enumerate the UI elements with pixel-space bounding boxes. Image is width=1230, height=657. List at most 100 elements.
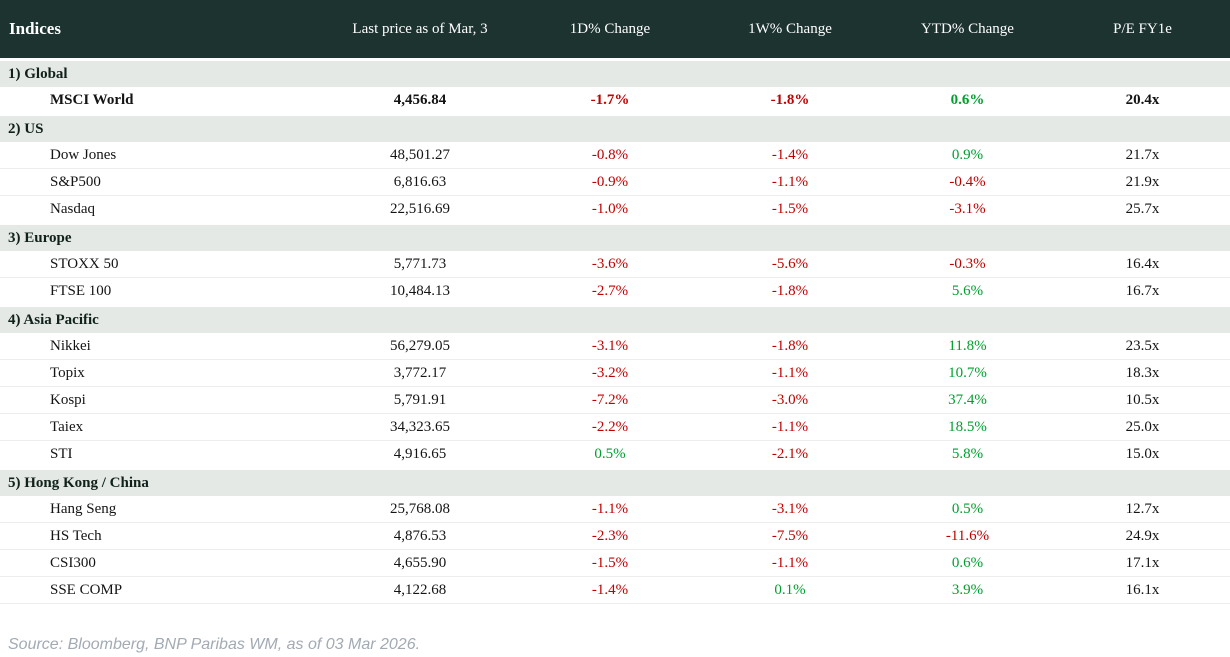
change-1w: -7.5% — [700, 522, 880, 550]
change-ytd: -0.3% — [880, 251, 1055, 278]
section-label: 5) Hong Kong / China — [0, 467, 1230, 496]
col-header-ytd-change: YTD% Change — [880, 0, 1055, 60]
index-row: Nasdaq 22,516.69 -1.0% -1.5% -3.1% 25.7x — [0, 195, 1230, 224]
pe-fy1e: 12.7x — [1055, 496, 1230, 523]
index-name: FTSE 100 — [0, 277, 320, 306]
change-1d: -1.4% — [520, 576, 700, 604]
section-label: 4) Asia Pacific — [0, 304, 1230, 333]
pe-fy1e: 16.7x — [1055, 277, 1230, 306]
change-ytd: 0.6% — [880, 549, 1055, 577]
index-row: Nikkei 56,279.05 -3.1% -1.8% 11.8% 23.5x — [0, 333, 1230, 360]
last-price: 22,516.69 — [320, 195, 520, 224]
change-1d: -2.2% — [520, 413, 700, 441]
last-price: 25,768.08 — [320, 496, 520, 523]
index-name: Topix — [0, 359, 320, 387]
change-ytd: 0.6% — [880, 87, 1055, 115]
change-ytd: 18.5% — [880, 413, 1055, 441]
last-price: 56,279.05 — [320, 333, 520, 360]
pe-fy1e: 25.0x — [1055, 413, 1230, 441]
change-1w: -1.5% — [700, 195, 880, 224]
change-1d: -7.2% — [520, 386, 700, 414]
change-1d: -0.8% — [520, 142, 700, 169]
last-price: 10,484.13 — [320, 277, 520, 306]
col-header-last-price: Last price as of Mar, 3 — [320, 0, 520, 60]
change-1w: -1.1% — [700, 413, 880, 441]
pe-fy1e: 17.1x — [1055, 549, 1230, 577]
last-price: 4,122.68 — [320, 576, 520, 604]
col-header-pe-fy1e: P/E FY1e — [1055, 0, 1230, 60]
index-name: Taiex — [0, 413, 320, 441]
pe-fy1e: 15.0x — [1055, 440, 1230, 469]
change-1d: -2.3% — [520, 522, 700, 550]
change-1w: -5.6% — [700, 251, 880, 278]
index-name: Hang Seng — [0, 496, 320, 523]
source-note: Source: Bloomberg, BNP Paribas WM, as of… — [8, 636, 421, 653]
change-ytd: -0.4% — [880, 168, 1055, 196]
pe-fy1e: 24.9x — [1055, 522, 1230, 550]
index-row: Dow Jones 48,501.27 -0.8% -1.4% 0.9% 21.7x — [0, 142, 1230, 169]
change-1d: -1.5% — [520, 549, 700, 577]
col-header-1w-change: 1W% Change — [700, 0, 880, 60]
index-name: CSI300 — [0, 549, 320, 577]
index-row: S&P500 6,816.63 -0.9% -1.1% -0.4% 21.9x — [0, 168, 1230, 196]
pe-fy1e: 20.4x — [1055, 87, 1230, 115]
section-label: 3) Europe — [0, 222, 1230, 251]
change-ytd: 37.4% — [880, 386, 1055, 414]
change-ytd: 3.9% — [880, 576, 1055, 604]
index-name: STOXX 50 — [0, 251, 320, 278]
section-row: 4) Asia Pacific — [0, 304, 1230, 333]
change-1d: -1.1% — [520, 496, 700, 523]
index-name: Nasdaq — [0, 195, 320, 224]
pe-fy1e: 16.1x — [1055, 576, 1230, 604]
table-body: 1) Global MSCI World 4,456.84 -1.7% -1.8% 0.6… — [0, 58, 1230, 604]
pe-fy1e: 23.5x — [1055, 333, 1230, 360]
change-1d: -1.7% — [520, 87, 700, 115]
pe-fy1e: 10.5x — [1055, 386, 1230, 414]
index-row: Topix 3,772.17 -3.2% -1.1% 10.7% 18.3x — [0, 359, 1230, 387]
section-row: 2) US — [0, 113, 1230, 142]
index-name: SSE COMP — [0, 576, 320, 604]
index-name: Nikkei — [0, 333, 320, 360]
change-1w: -1.1% — [700, 168, 880, 196]
last-price: 5,791.91 — [320, 386, 520, 414]
change-1w: 0.1% — [700, 576, 880, 604]
change-ytd: 5.8% — [880, 440, 1055, 469]
index-row: HS Tech 4,876.53 -2.3% -7.5% -11.6% 24.9x — [0, 522, 1230, 550]
index-name: Dow Jones — [0, 142, 320, 169]
index-row: FTSE 100 10,484.13 -2.7% -1.8% 5.6% 16.7x — [0, 277, 1230, 306]
last-price: 34,323.65 — [320, 413, 520, 441]
last-price: 6,816.63 — [320, 168, 520, 196]
change-1d: -3.1% — [520, 333, 700, 360]
change-1d: -0.9% — [520, 168, 700, 196]
last-price: 4,456.84 — [320, 87, 520, 115]
index-row: CSI300 4,655.90 -1.5% -1.1% 0.6% 17.1x — [0, 549, 1230, 577]
change-ytd: 0.5% — [880, 496, 1055, 523]
change-1d: -2.7% — [520, 277, 700, 306]
change-1w: -1.4% — [700, 142, 880, 169]
section-row: 5) Hong Kong / China — [0, 467, 1230, 496]
change-ytd: 10.7% — [880, 359, 1055, 387]
index-name: MSCI World — [0, 87, 320, 115]
index-row: Kospi 5,791.91 -7.2% -3.0% 37.4% 10.5x — [0, 386, 1230, 414]
pe-fy1e: 21.7x — [1055, 142, 1230, 169]
indices-table: Indices Last price as of Mar, 3 1D% Chan… — [0, 0, 1230, 604]
section-row: 1) Global — [0, 58, 1230, 87]
change-1w: -1.8% — [700, 333, 880, 360]
change-1w: -1.1% — [700, 359, 880, 387]
change-ytd: 0.9% — [880, 142, 1055, 169]
table-title: Indices — [0, 0, 320, 60]
index-row: Taiex 34,323.65 -2.2% -1.1% 18.5% 25.0x — [0, 413, 1230, 441]
change-1w: -2.1% — [700, 440, 880, 469]
change-ytd: -3.1% — [880, 195, 1055, 224]
index-name: Kospi — [0, 386, 320, 414]
pe-fy1e: 21.9x — [1055, 168, 1230, 196]
index-row: STI 4,916.65 0.5% -2.1% 5.8% 15.0x — [0, 440, 1230, 469]
change-1w: -1.1% — [700, 549, 880, 577]
index-row: MSCI World 4,456.84 -1.7% -1.8% 0.6% 20.4x — [0, 87, 1230, 115]
last-price: 5,771.73 — [320, 251, 520, 278]
last-price: 4,655.90 — [320, 549, 520, 577]
col-header-1d-change: 1D% Change — [520, 0, 700, 60]
index-name: S&P500 — [0, 168, 320, 196]
section-row: 3) Europe — [0, 222, 1230, 251]
change-1d: -3.2% — [520, 359, 700, 387]
